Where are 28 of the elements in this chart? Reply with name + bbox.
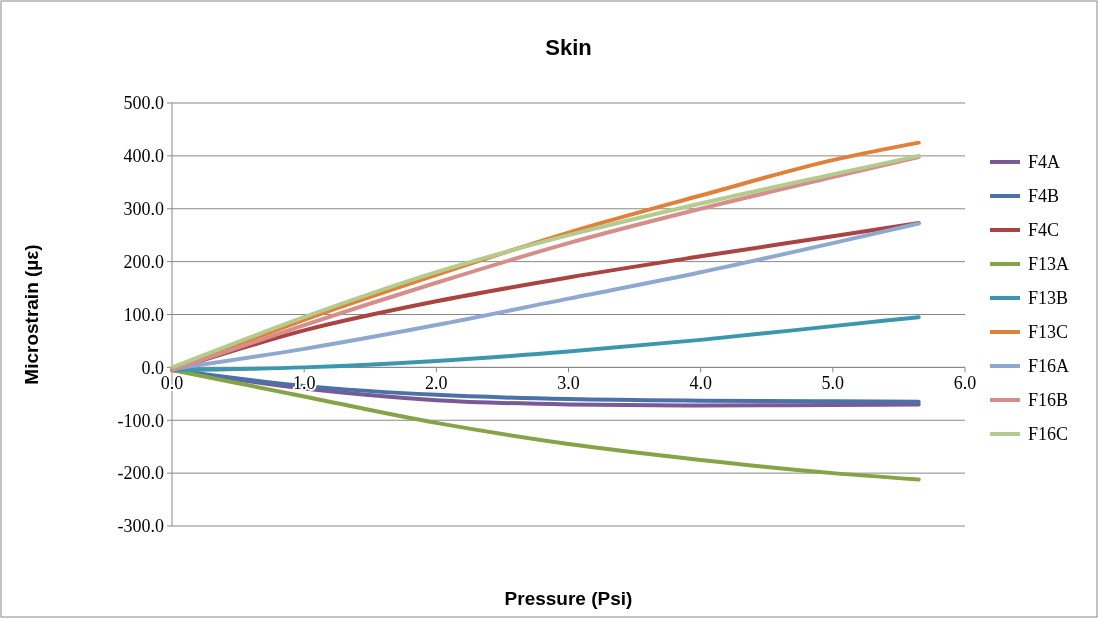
line-series <box>170 315 921 373</box>
x-tick-label: 2.0 <box>425 373 448 394</box>
y-tick-label: -200.0 <box>117 463 164 484</box>
legend-label: F16A <box>1028 356 1070 377</box>
chart-title: Skin <box>545 35 592 60</box>
y-tick-label: -100.0 <box>117 410 164 431</box>
legend-label: F4B <box>1028 186 1060 207</box>
y-tick-label: 500.0 <box>123 93 164 114</box>
y-tick-label: -300.0 <box>117 516 164 537</box>
x-tick-label: 6.0 <box>953 373 977 394</box>
y-tick-label: 300.0 <box>123 199 164 220</box>
legend-label: F4C <box>1028 220 1060 241</box>
y-tick-label: 200.0 <box>123 251 164 272</box>
x-tick-label: 4.0 <box>689 373 712 394</box>
y-axis-title: Microstrain (µε) <box>21 244 42 385</box>
x-tick-label: 3.0 <box>557 373 580 394</box>
y-tick-label: 400.0 <box>123 146 164 167</box>
x-tick-label: 0.0 <box>160 373 184 394</box>
x-tick-label: 5.0 <box>821 373 845 394</box>
x-axis-title: Pressure (Psi) <box>504 588 633 609</box>
legend-label: F16B <box>1028 390 1069 411</box>
legend-label: F13C <box>1028 322 1069 343</box>
legend-label: F13A <box>1028 254 1070 275</box>
legend-label: F13B <box>1028 288 1069 309</box>
legend-label: F4A <box>1028 152 1061 173</box>
legend-label: F16C <box>1028 424 1069 445</box>
x-tick-label: 1.0 <box>292 373 316 394</box>
y-tick-label: 100.0 <box>123 304 164 325</box>
